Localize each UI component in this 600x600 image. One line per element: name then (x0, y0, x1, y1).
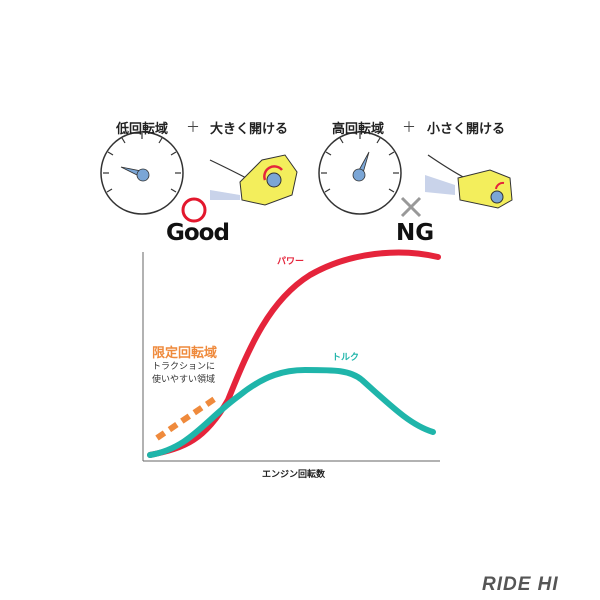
low-rpm-label: 低回転域 (116, 122, 169, 137)
limited-range-dashed-line (155, 395, 218, 441)
good-circle-icon (181, 197, 207, 223)
limited-range-note-2: 使いやすい領域 (152, 375, 216, 385)
throttle-hand-slightly-open-icon (425, 154, 513, 209)
ride-hi-logo: RIDE HI (482, 574, 559, 595)
ng-label: NG (396, 220, 435, 246)
power-label: パワー (277, 257, 305, 267)
torque-curve (147, 366, 436, 458)
plus-sign: ＋ (186, 120, 200, 136)
torque-label: トルク (332, 353, 360, 363)
limited-range-label: 限定回転域 (152, 346, 218, 361)
high-rpm-label: 高回転域 (332, 122, 385, 137)
open-wide-label: 大きく開ける (210, 122, 289, 137)
open-slightly-label: 小さく開ける (427, 122, 506, 137)
power-curve (147, 249, 441, 458)
limited-range-note-1: トラクションに (152, 362, 216, 372)
good-label: Good (166, 220, 230, 246)
x-axis-label: エンジン回転数 (262, 470, 326, 480)
tachometer-high-rpm (318, 131, 402, 215)
graph-axes (142, 252, 440, 462)
plus-sign: ＋ (402, 120, 416, 136)
tachometer-low-rpm (100, 131, 184, 215)
throttle-hand-wide-open-icon (209, 154, 298, 206)
ng-cross-icon (400, 196, 422, 218)
